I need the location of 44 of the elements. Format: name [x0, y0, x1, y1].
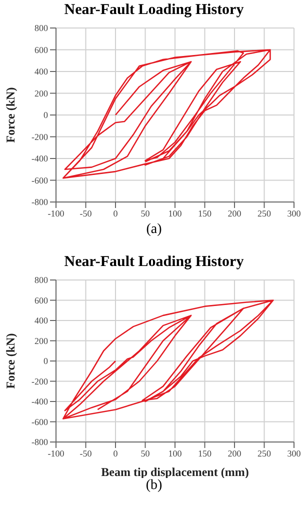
y-tick-label: 200 [34, 336, 48, 346]
x-tick-label: 50 [140, 208, 150, 218]
y-tick-label: -400 [32, 154, 48, 164]
y-tick-label: 400 [34, 316, 48, 326]
x-tick-label: 150 [198, 448, 212, 458]
y-tick-label: 600 [34, 295, 48, 306]
x-tick-label: 100 [168, 208, 182, 218]
y-axis-title: Force (kN) [3, 87, 18, 143]
y-tick-label: -800 [32, 197, 48, 208]
y-tick-label: 600 [34, 44, 48, 55]
text: (a) [145, 222, 163, 239]
y-tick-label: -200 [32, 376, 48, 386]
y-tick-label: 200 [34, 88, 48, 98]
x-tick-label: 300 [287, 208, 302, 218]
y-tick-label: 800 [34, 23, 48, 34]
y-tick-label: 0 [44, 110, 48, 120]
y-tick-label: 0 [44, 356, 48, 366]
y-tick-label: -400 [32, 396, 48, 407]
y-tick-label: -600 [32, 175, 48, 186]
x-tick-label: 200 [228, 208, 242, 218]
chart-title: Near-Fault Loading History [63, 254, 245, 272]
x-tick-label: -50 [80, 448, 92, 458]
y-tick-label: 400 [34, 66, 48, 77]
x-tick-label: 50 [140, 448, 150, 458]
x-tick-label: 250 [258, 208, 272, 218]
x-tick-label: -50 [80, 208, 92, 218]
chart-title: Near-Fault Loading History [63, 2, 245, 20]
x-tick-label: 300 [287, 448, 302, 458]
text: (b) [144, 478, 164, 495]
x-tick-label: -100 [48, 208, 65, 218]
x-tick-label: 0 [113, 208, 118, 218]
y-tick-label: -800 [32, 437, 48, 448]
x-tick-label: 250 [258, 448, 272, 458]
x-tick-label: -100 [48, 448, 65, 458]
y-axis-title: Force (kN) [3, 333, 18, 389]
y-tick-label: -600 [32, 416, 48, 427]
y-tick-label: 800 [34, 275, 48, 286]
x-tick-label: 0 [113, 448, 118, 458]
x-tick-label: 150 [198, 208, 212, 218]
line-series [62, 300, 274, 420]
line-series [62, 49, 271, 179]
x-tick-label: 200 [228, 448, 242, 458]
y-tick-label: -200 [32, 132, 48, 142]
x-tick-label: 100 [168, 448, 182, 458]
